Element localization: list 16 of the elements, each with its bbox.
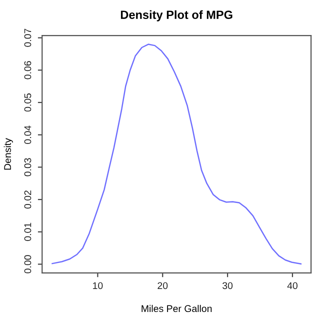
y-tick-label: 0.03: [24, 158, 32, 176]
y-tick-label: 0.05: [24, 93, 32, 112]
x-axis-title: Miles Per Gallon: [142, 304, 212, 312]
x-tick-label: 40: [287, 282, 298, 290]
y-axis-title: Density: [4, 138, 13, 170]
y-tick-label: 0.04: [24, 126, 32, 144]
x-tick-label: 30: [222, 282, 233, 290]
y-tick-label: 0.06: [24, 61, 32, 80]
x-tick-label: 10: [93, 282, 103, 290]
x-tick-label: 20: [158, 282, 168, 290]
line-series: [52, 44, 302, 265]
y-tick-label: 0.01: [24, 222, 32, 241]
y-tick-label: 0.02: [24, 190, 32, 209]
chart-title: Density Plot of MPG: [120, 10, 232, 22]
y-tick-label: 0.00: [24, 255, 32, 274]
y-tick-label: 0.07: [24, 28, 32, 47]
